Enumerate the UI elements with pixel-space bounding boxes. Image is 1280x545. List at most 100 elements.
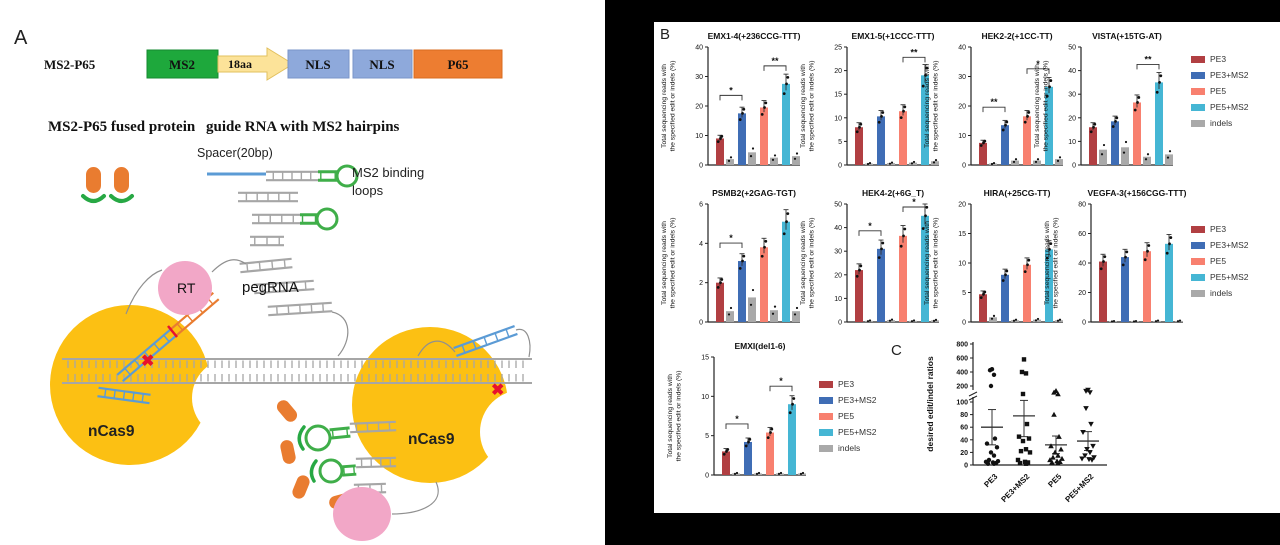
svg-text:Total sequencing reads with: Total sequencing reads with [924, 64, 931, 148]
svg-text:20: 20 [834, 272, 842, 279]
bar-indel-PE5 [770, 157, 778, 165]
bar-PE5+MS2 [1045, 249, 1053, 322]
svg-text:Total sequencing reads with: Total sequencing reads with [661, 64, 668, 148]
panel-b-label: B [660, 26, 671, 43]
bar-chart-emx1-4: EMX1-4(+236CCG-TTT) 0 10 20 30 40 Total sequen… [661, 31, 801, 170]
bar-PE5+MS2 [782, 221, 790, 322]
bar-PE5 [899, 111, 907, 165]
legend-item: PE3 [819, 376, 877, 392]
svg-text:40: 40 [960, 437, 968, 444]
bar-PE5 [1133, 102, 1141, 165]
bar-indel-PE3 [726, 311, 734, 322]
ncas9-left-blob [34, 305, 272, 496]
svg-text:the specified edit or indels (: the specified edit or indels (%) [933, 60, 940, 151]
svg-text:**: ** [1144, 54, 1152, 64]
svg-text:30: 30 [958, 74, 966, 81]
svg-text:6: 6 [699, 202, 703, 209]
bar-chart-emx1-5: EMX1-5(+1CCC-TTT) 0 5 10 15 20 25 Total sequenc… [800, 31, 939, 170]
ms2-binding-loops-label-2: loops [352, 183, 384, 198]
svg-text:2: 2 [699, 280, 703, 287]
svg-text:EMX1-4(+236CCG-TTT): EMX1-4(+236CCG-TTT) [708, 31, 801, 41]
bar-indel-PE5+MS2 [792, 311, 800, 322]
svg-text:100: 100 [956, 400, 968, 407]
bar-PE5+MS2 [782, 83, 790, 165]
rt-circle [158, 261, 212, 315]
legend-item: PE5 [819, 408, 877, 424]
svg-text:*: * [868, 221, 872, 231]
bar-PE3+MS2 [738, 261, 746, 322]
svg-text:VEGFA-3(+156CGG-TTT): VEGFA-3(+156CGG-TTT) [1088, 188, 1186, 198]
bar-PE3+MS2 [877, 248, 885, 322]
red-x-right: ✖ [491, 382, 504, 399]
legend-item: PE5 [1191, 83, 1249, 99]
svg-text:40: 40 [1078, 261, 1086, 268]
bar-PE3 [1099, 261, 1107, 322]
svg-text:0: 0 [962, 163, 966, 170]
legend-item: PE5+MS2 [1191, 99, 1249, 115]
bar-indel-PE3+MS2 [1121, 147, 1129, 165]
svg-text:20: 20 [960, 450, 968, 457]
legend-item: PE5+MS2 [819, 424, 877, 440]
nls-box-1 [287, 49, 350, 79]
bar-indel-PE3 [1099, 149, 1107, 165]
panel-a-label: A [14, 27, 28, 49]
p65-box [413, 49, 503, 79]
svg-text:40: 40 [958, 45, 966, 52]
bar-indel-PE3+MS2 [1011, 160, 1019, 165]
svg-text:HEK4-2(+6G_T): HEK4-2(+6G_T) [862, 188, 924, 198]
bar-PE3+MS2 [1001, 274, 1009, 322]
svg-text:**: ** [910, 47, 918, 57]
svg-text:10: 10 [958, 133, 966, 140]
ncas9-right-blob [352, 327, 564, 483]
svg-text:200: 200 [956, 384, 968, 391]
bar-PE3 [716, 138, 724, 165]
legend-middle: PE3 PE3+MS2 PE5 PE5+MS2 indels [1191, 221, 1249, 301]
bar-chart-vegfa-3: VEGFA-3(+156CGG-TTT) 0 20 40 60 80 Total seque… [1044, 188, 1186, 327]
svg-text:EMXI(del1-6): EMXI(del1-6) [734, 341, 785, 351]
legend-label: indels [1210, 288, 1233, 298]
svg-text:the specified edit or indels (: the specified edit or indels (%) [1043, 60, 1050, 151]
caption-guide-rna: guide RNA with MS2 hairpins [206, 119, 400, 135]
bar-PE5+MS2 [1165, 243, 1173, 322]
bar-indel-PE3+MS2 [748, 152, 756, 165]
legend-label: PE5 [838, 411, 855, 421]
bar-PE3+MS2 [1001, 125, 1009, 165]
bar-PE5 [766, 432, 774, 475]
legend-label: PE5+MS2 [1210, 272, 1249, 282]
svg-text:PE5: PE5 [1046, 472, 1063, 489]
svg-text:20: 20 [1068, 115, 1076, 122]
svg-text:0: 0 [1082, 320, 1086, 327]
bar-indel-PE5 [1143, 156, 1151, 165]
complex-ms2-loop-2 [318, 458, 344, 484]
caption-fused-protein: MS2-P65 fused protein [48, 119, 196, 135]
bar-PE5 [1023, 264, 1031, 322]
panel-a-decor: RT pegRNA ✖ ✖ nCas9 nCas9 MS2 binding lo… [88, 164, 531, 541]
svg-text:15: 15 [701, 355, 709, 362]
legend-label: PE5 [1210, 256, 1227, 266]
ms2-box-label: MS2 [169, 57, 195, 72]
bar-indel-PE5 [1033, 160, 1041, 165]
rna-ladders [97, 170, 518, 495]
ms2-p65-protein-icons [81, 167, 134, 203]
bar-indel-PE5 [1033, 319, 1041, 322]
svg-text:0: 0 [1072, 163, 1076, 170]
legend-label: PE5+MS2 [838, 427, 877, 437]
svg-text:10: 10 [1068, 139, 1076, 146]
legend-swatch [819, 444, 833, 452]
bar-PE3+MS2 [1111, 121, 1119, 165]
bar-PE5+MS2 [788, 404, 796, 475]
bar-indel-PE3 [989, 317, 997, 322]
legend-swatch [819, 412, 833, 420]
svg-text:Total sequencing reads with: Total sequencing reads with [667, 374, 674, 458]
bar-PE5 [760, 247, 768, 322]
svg-text:80: 80 [1078, 202, 1086, 209]
nls-box-2-label: NLS [369, 57, 394, 72]
bar-PE5 [760, 107, 768, 165]
pegrna-label: pegRNA [242, 279, 299, 296]
svg-text:40: 40 [695, 45, 703, 52]
svg-text:0: 0 [699, 163, 703, 170]
svg-text:10: 10 [695, 133, 703, 140]
svg-text:800: 800 [956, 342, 968, 349]
svg-text:PE3: PE3 [982, 472, 999, 489]
svg-text:*: * [1036, 59, 1040, 69]
